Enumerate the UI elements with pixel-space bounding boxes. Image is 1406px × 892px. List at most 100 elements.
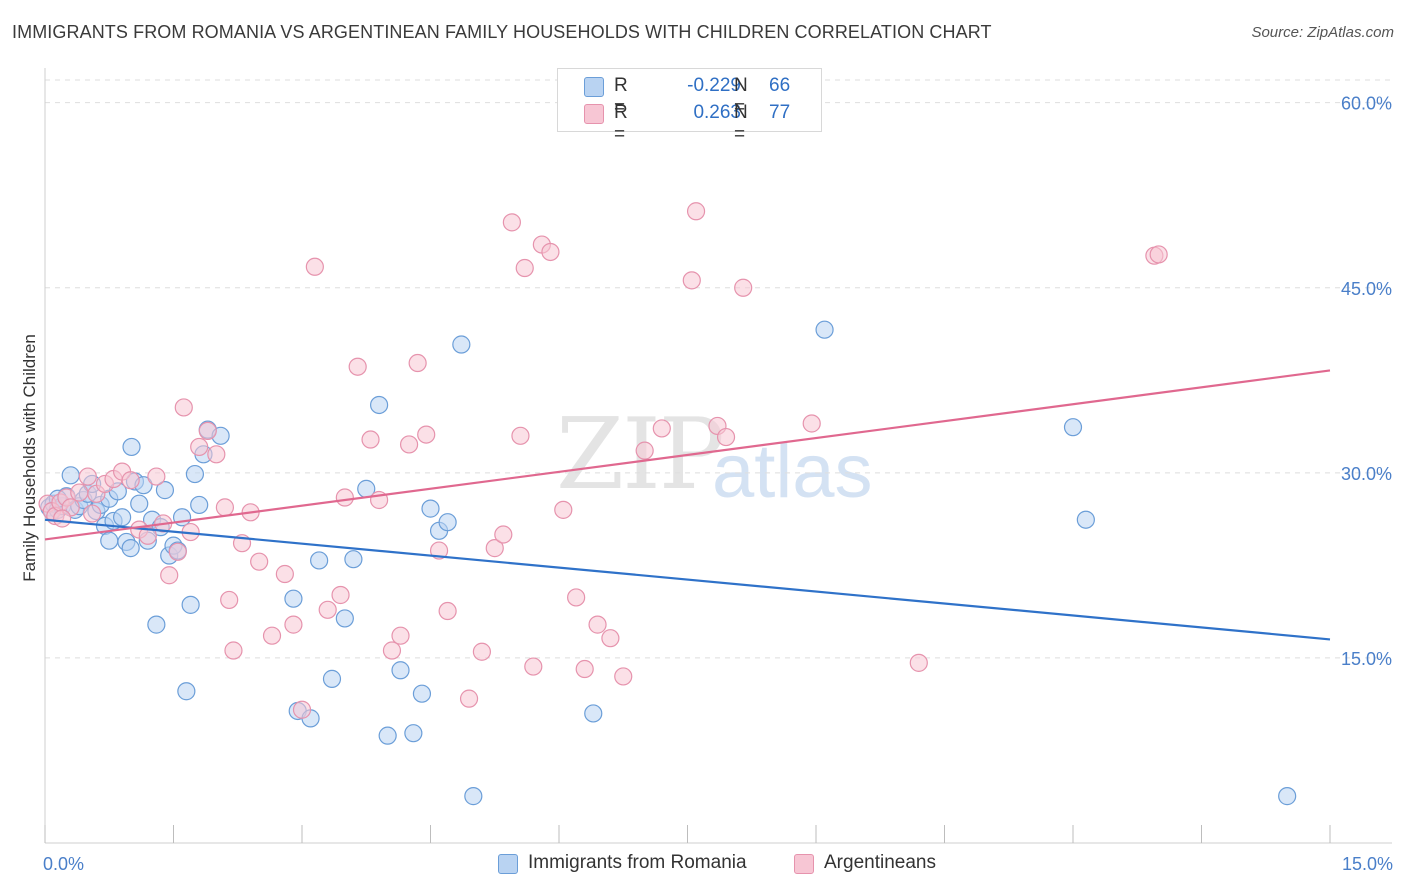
romania-point	[438, 513, 457, 532]
argentineans-point	[511, 426, 530, 445]
legend-n-label: N =	[734, 102, 748, 145]
argentineans-point	[215, 498, 234, 517]
argentineans-point	[138, 526, 157, 545]
legend-n-label: N =	[734, 75, 748, 118]
romania-point	[1076, 510, 1095, 529]
argentineans-point	[459, 689, 479, 708]
argentineans-point	[541, 242, 560, 262]
argentineans-point	[494, 525, 513, 544]
argentineans-point	[275, 564, 294, 584]
legend-n-value: 66	[769, 75, 791, 96]
legend-r-value: 0.263	[693, 102, 741, 123]
argentineans-point	[318, 600, 337, 619]
romania-point	[421, 499, 440, 518]
argentineans-point	[174, 398, 193, 417]
x-tick-label: 15.0%	[1342, 854, 1393, 874]
romania-point	[130, 494, 149, 513]
romania-point	[452, 335, 471, 354]
romania-point	[100, 531, 119, 550]
romania-point	[181, 595, 200, 614]
argentineans-point	[391, 626, 410, 645]
argentineans-point	[408, 353, 427, 373]
argentineans-point	[361, 430, 380, 449]
argentineans-point	[502, 213, 521, 232]
bottom-legend-label-romania: Immigrants from Romania	[528, 852, 747, 873]
argentineans-point	[1149, 245, 1168, 264]
argentineans-point	[83, 504, 102, 523]
argentineans-point	[335, 488, 354, 507]
argentineans-point	[635, 441, 654, 460]
argentineans-point	[716, 427, 736, 447]
argentineans-point	[292, 700, 312, 719]
argentineans-point	[601, 629, 620, 648]
romania-point	[112, 508, 132, 527]
argentineans-point	[399, 435, 419, 454]
romania-point	[122, 437, 141, 457]
argentineans-point	[588, 615, 607, 634]
x-tick-label: 0.0%	[43, 854, 84, 874]
chart-title: IMMIGRANTS FROM ROMANIA VS ARGENTINEAN F…	[12, 22, 992, 42]
argentineans-point	[382, 641, 402, 660]
argentineans-point	[224, 641, 243, 660]
romania-point	[322, 669, 342, 688]
romania-point	[584, 704, 603, 723]
romania-point	[370, 395, 389, 415]
argentineans-point	[53, 509, 72, 528]
romania-point	[121, 539, 140, 558]
romania-point	[815, 320, 834, 339]
argentineans-point	[682, 271, 701, 290]
romania-point	[177, 682, 196, 701]
argentineans-point	[485, 539, 504, 558]
romania-point	[310, 551, 329, 570]
romania-point	[412, 684, 432, 703]
romania-point	[1278, 787, 1297, 806]
argentineans-point	[472, 642, 491, 661]
bottom-legend-label-argentineans: Argentineans	[824, 852, 936, 873]
source-label: Source: ZipAtlas.com	[1251, 24, 1394, 41]
argentineans-point	[305, 257, 324, 276]
bottom-legend-swatch-argentineans	[794, 854, 814, 874]
argentineans-trend-line	[44, 369, 1331, 541]
romania-point	[284, 589, 303, 608]
argentineans-point	[802, 414, 821, 433]
argentineans-point	[190, 437, 209, 457]
argentineans-point	[734, 278, 753, 297]
argentineans-point	[614, 667, 633, 686]
argentineans-point	[207, 445, 226, 464]
romania-point	[155, 481, 175, 500]
legend-n-value: 77	[769, 102, 791, 123]
romania-trend-line	[44, 518, 1331, 641]
argentineans-point	[250, 552, 269, 571]
argentineans-point	[147, 467, 166, 486]
watermark-atlas: atlas	[712, 429, 873, 514]
argentineans-point	[220, 590, 239, 610]
legend-r-label: R =	[614, 75, 628, 118]
legend-swatch-argentineans	[584, 104, 604, 124]
argentineans-point	[575, 659, 594, 679]
romania-point	[378, 726, 397, 745]
legend-r-label: R =	[614, 102, 628, 145]
legend-swatch-romania	[584, 77, 604, 97]
romania-point	[391, 661, 410, 680]
argentineans-point	[438, 601, 457, 621]
romania-point	[185, 464, 205, 484]
argentineans-point	[70, 483, 89, 502]
argentineans-point	[331, 585, 350, 605]
romania-point	[190, 495, 209, 515]
argentineans-point	[121, 471, 140, 490]
argentineans-point	[348, 357, 367, 376]
argentineans-point	[554, 500, 573, 519]
argentineans-point	[524, 657, 543, 676]
argentineans-point	[284, 615, 303, 634]
argentineans-point	[417, 425, 436, 444]
argentineans-point	[262, 626, 282, 645]
argentineans-point	[515, 258, 534, 278]
romania-point	[344, 550, 363, 569]
romania-point	[464, 787, 483, 806]
y-tick-label: 60.0%	[1341, 94, 1392, 114]
y-tick-label: 45.0%	[1341, 279, 1392, 299]
argentineans-point	[168, 542, 187, 561]
argentineans-point	[567, 588, 586, 607]
argentineans-point	[686, 202, 706, 221]
